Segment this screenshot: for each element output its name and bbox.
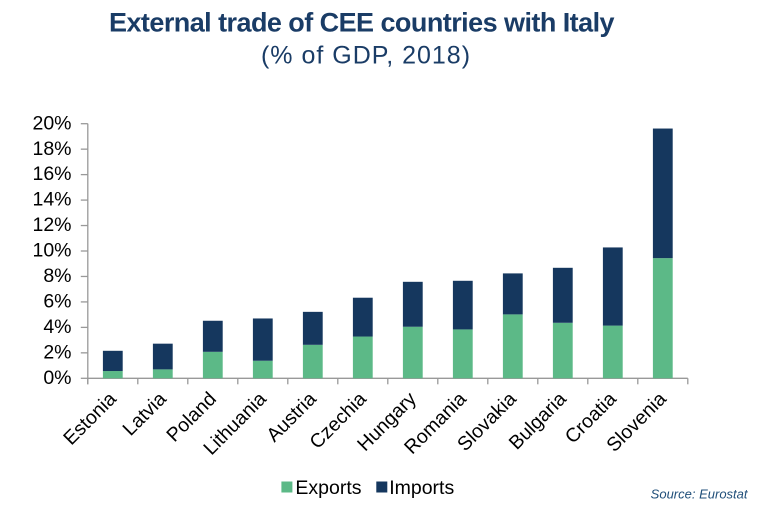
- svg-text:6%: 6%: [43, 291, 71, 313]
- svg-text:8%: 8%: [43, 265, 71, 287]
- svg-text:0%: 0%: [43, 367, 71, 389]
- svg-text:External trade of CEE countrie: External trade of CEE countries with Ita…: [109, 8, 615, 38]
- svg-text:14%: 14%: [32, 189, 71, 211]
- svg-text:12%: 12%: [32, 214, 71, 236]
- svg-text:10%: 10%: [32, 240, 71, 262]
- svg-text:16%: 16%: [32, 163, 71, 185]
- svg-text:Source: Eurostat: Source: Eurostat: [651, 487, 749, 502]
- svg-text:Exports: Exports: [295, 477, 361, 499]
- svg-text:(% of GDP, 2018): (% of GDP, 2018): [261, 41, 471, 69]
- svg-text:20%: 20%: [32, 112, 71, 134]
- svg-text:4%: 4%: [43, 316, 71, 338]
- svg-text:Imports: Imports: [389, 477, 454, 499]
- svg-text:18%: 18%: [32, 138, 71, 160]
- svg-text:2%: 2%: [43, 341, 71, 363]
